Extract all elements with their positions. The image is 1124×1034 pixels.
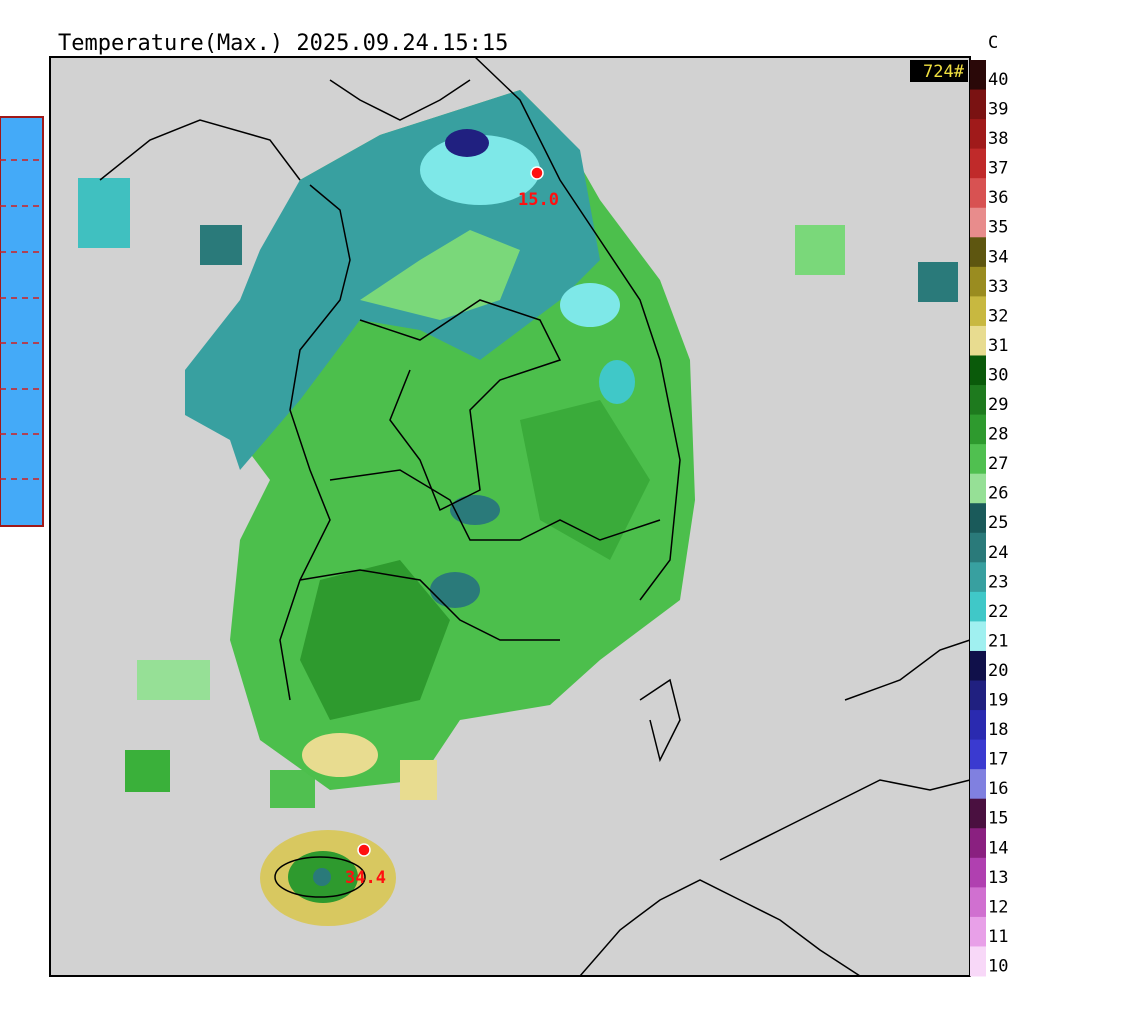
legend-swatch <box>970 887 986 918</box>
legend-label: 15 <box>988 809 1008 829</box>
temperature-field <box>78 90 958 926</box>
legend-label: 18 <box>988 720 1008 740</box>
map-title: Temperature(Max.) 2025.09.24.15:15 <box>58 31 508 56</box>
legend-label: 22 <box>988 602 1008 622</box>
legend-label: 25 <box>988 513 1008 533</box>
legend-label: 11 <box>988 927 1008 947</box>
legend-label: 12 <box>988 897 1008 917</box>
legend-label: 29 <box>988 395 1008 415</box>
legend-swatch <box>970 473 986 504</box>
legend-swatch <box>970 237 986 268</box>
legend-label: 33 <box>988 277 1008 297</box>
legend-swatch <box>970 148 986 179</box>
legend-swatch <box>970 532 986 563</box>
count-label: 724# <box>923 62 965 82</box>
legend-swatch <box>970 385 986 416</box>
legend-swatch <box>970 769 986 800</box>
legend-label: 36 <box>988 188 1008 208</box>
legend-swatch <box>970 119 986 150</box>
legend-label: 17 <box>988 750 1008 770</box>
station-marker <box>530 166 544 180</box>
legend-swatch <box>970 591 986 622</box>
legend-label: 23 <box>988 572 1008 592</box>
legend-swatch <box>970 178 986 209</box>
legend: 40 39 38 37 36 35 34 33 32 31 30 29 28 27 26 25 24 23 22 21… <box>970 60 1008 977</box>
legend-swatch <box>970 680 986 711</box>
legend-swatch <box>970 857 986 888</box>
station-label: 15.0 <box>518 190 559 210</box>
legend-label: 35 <box>988 218 1008 238</box>
legend-label: 24 <box>988 543 1008 563</box>
legend-swatch <box>970 916 986 947</box>
legend-swatch <box>970 207 986 238</box>
legend-swatch <box>970 710 986 741</box>
legend-label: 32 <box>988 306 1008 326</box>
legend-swatch <box>970 621 986 652</box>
legend-label: 31 <box>988 336 1008 356</box>
legend-label: 40 <box>988 70 1008 90</box>
legend-label: 19 <box>988 691 1008 711</box>
legend-swatch <box>970 89 986 120</box>
station-marker <box>357 843 371 857</box>
legend-swatch <box>970 650 986 682</box>
unit-label: C <box>988 33 998 53</box>
legend-label: 13 <box>988 868 1008 888</box>
legend-label: 10 <box>988 956 1008 976</box>
legend-label: 21 <box>988 631 1008 651</box>
legend-swatch <box>970 266 986 297</box>
side-panel <box>0 116 44 527</box>
legend-label: 38 <box>988 129 1008 149</box>
legend-swatch <box>970 60 986 91</box>
legend-label: 34 <box>988 247 1008 267</box>
legend-swatch <box>970 946 986 977</box>
legend-swatch <box>970 414 986 445</box>
station-label: 34.4 <box>345 868 386 888</box>
legend-label: 39 <box>988 100 1008 120</box>
legend-label: 27 <box>988 454 1008 474</box>
legend-label: 37 <box>988 159 1008 179</box>
legend-swatch <box>970 739 986 770</box>
legend-swatch <box>970 798 986 829</box>
legend-label: 14 <box>988 838 1008 858</box>
legend-swatch <box>970 296 986 327</box>
legend-swatch <box>970 828 986 859</box>
legend-label: 30 <box>988 365 1008 385</box>
legend-swatch <box>970 444 986 475</box>
legend-label: 16 <box>988 779 1008 799</box>
side-panel-lines <box>0 159 43 480</box>
boundaries <box>99 56 971 977</box>
legend-label: 20 <box>988 661 1008 681</box>
legend-swatch <box>970 355 986 386</box>
legend-swatch <box>970 503 986 534</box>
count-box <box>910 60 968 82</box>
legend-swatch <box>970 562 986 593</box>
legend-swatch <box>970 325 986 356</box>
legend-label: 28 <box>988 425 1008 445</box>
legend-label: 26 <box>988 484 1008 504</box>
